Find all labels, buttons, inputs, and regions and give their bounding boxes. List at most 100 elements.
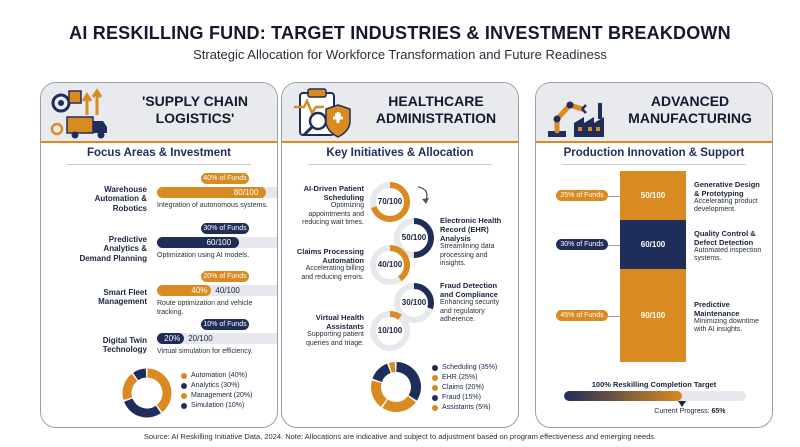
donut-slice xyxy=(147,368,172,413)
initiative-title: Fraud Detection and Compliance xyxy=(440,281,516,299)
score-bar-track xyxy=(157,237,277,248)
initiative-title: Virtual Health Assistants xyxy=(286,313,364,331)
initiative-score-ring: 50/100 xyxy=(392,216,436,260)
initiative-title-line: Electronic Health xyxy=(440,216,502,225)
segment-description-line: development. xyxy=(694,206,737,213)
score-value: 20/100 xyxy=(188,334,213,343)
legend-label: Simulation (10%) xyxy=(191,402,245,409)
initiative-title-line: Fraud Detection xyxy=(440,281,498,290)
initiative-title: Electronic Health Record (EHR) Analysis xyxy=(440,216,516,243)
segment-title-line: & Prototyping xyxy=(694,188,744,198)
segment-description: Accelerating product development. xyxy=(694,198,770,215)
divider xyxy=(562,164,746,165)
legend-swatch xyxy=(432,395,438,401)
focus-area-label-line: Management xyxy=(98,297,147,306)
legend-item: Management (20%) xyxy=(181,391,252,401)
panel-title: 'SUPPLY CHAIN LOGISTICS' xyxy=(141,93,249,126)
robot-arm-factory-icon xyxy=(548,101,604,137)
donut-legend: Scheduling (35%) EHR (25%) Claims (20%) Fra… xyxy=(432,363,497,413)
focus-area-label-line: Automation & xyxy=(94,194,147,204)
focus-area-label-line: Demand Planning xyxy=(79,253,147,263)
initiative-score: 50/100 xyxy=(401,233,427,242)
donut-slice xyxy=(122,373,138,400)
score-bar-track xyxy=(157,187,277,198)
initiative-title-line: Virtual Health xyxy=(315,313,364,322)
completion-progress-bar xyxy=(564,391,746,401)
segment-title-line: Predictive xyxy=(694,299,730,309)
current-progress: Current Progress: 65% xyxy=(654,408,726,415)
connector-line xyxy=(608,195,620,197)
stacked-segment: 60/100 xyxy=(620,220,686,269)
stacked-segment: 90/100 xyxy=(620,269,686,362)
legend-swatch xyxy=(432,405,438,411)
donut-legend: Automation (40%) Analytics (30%) Managemen… xyxy=(181,371,252,411)
initiative-title: Claims Processing Automation xyxy=(286,247,364,265)
initiative-description: Enhancing security and regulatory adherenc… xyxy=(440,299,516,325)
legend-swatch xyxy=(181,383,187,389)
initiative-description-line: reducing wait times. xyxy=(302,219,364,226)
funds-pill: 25% of Funds xyxy=(556,190,608,201)
donut-slice xyxy=(395,362,421,401)
initiative-description-line: Enhancing security xyxy=(440,299,500,306)
focus-area-label-line: Warehouse xyxy=(104,184,147,194)
initiative-title-line: Record (EHR) xyxy=(440,225,489,234)
focus-area-row: Predictive Analytics & Demand Planning 30% … xyxy=(41,223,277,267)
focus-area-description: Virtual simulation for efficiency. xyxy=(157,348,253,355)
completion-progress-fill xyxy=(564,391,683,401)
funds-pill: 20% of Funds xyxy=(201,271,249,282)
initiative-description-line: Optimizing xyxy=(330,202,364,209)
legend-label: Scheduling (35%) xyxy=(442,364,498,371)
legend-label: Fraud (15%) xyxy=(442,394,481,401)
initiative-description: Streamlining data processing and insights. xyxy=(440,243,516,269)
focus-area-label: Predictive Analytics & Demand Planning xyxy=(47,235,147,264)
header: AI RESKILLING FUND: TARGET INDUSTRIES & … xyxy=(0,22,800,63)
focus-area-label-line: Analytics & xyxy=(103,244,147,254)
allocation-donut-chart xyxy=(371,362,421,412)
connector-line xyxy=(608,315,620,317)
score-ring xyxy=(394,283,434,323)
initiative-score: 40/100 xyxy=(377,260,403,269)
score-bar-track: 20% xyxy=(157,333,277,344)
progress-marker-icon xyxy=(678,401,687,407)
logistics-icon xyxy=(50,88,107,139)
section-title: Focus Areas & Investment xyxy=(86,147,231,159)
legend-label: Analytics (30%) xyxy=(191,382,240,389)
focus-area-row: Digital Twin Technology 10% of Funds 20% 20/… xyxy=(41,319,277,363)
initiative-title-line: Analysis xyxy=(440,234,471,243)
initiative-description-line: Accelerating billing xyxy=(305,265,364,272)
initiative-description: Optimizing appointments and reducing wait … xyxy=(286,202,364,228)
initiative-description-line: processing and xyxy=(440,251,488,259)
segment-title: Quality Control & Defect Detection xyxy=(694,229,770,247)
score-bar-fill xyxy=(157,187,266,198)
funds-pill: 45% of Funds xyxy=(556,310,608,321)
focus-area-label: Smart Fleet Management xyxy=(47,288,147,307)
segment-title: Predictive Maintenance xyxy=(694,300,770,318)
score-bar-track: 40% xyxy=(157,285,277,296)
funds-pill: 10% of Funds xyxy=(201,319,249,330)
initiative-score-ring: 30/100 xyxy=(392,281,436,325)
divider xyxy=(308,164,492,165)
legend-swatch xyxy=(432,365,438,371)
focus-area-label-line: Robotics xyxy=(112,203,147,213)
score-ring-fill xyxy=(370,245,410,285)
legend-label: Claims (20%) xyxy=(442,384,485,391)
donut-slice xyxy=(388,362,396,373)
donut-slice xyxy=(133,368,147,381)
panel-supply-chain: 'SUPPLY CHAIN LOGISTICS' Focus Areas & I… xyxy=(40,82,278,428)
initiative-description: Supporting patient queries and triage. xyxy=(286,331,364,348)
score-value: 80/100 xyxy=(233,188,259,197)
focus-area-label-line: Predictive xyxy=(108,234,147,244)
score-ring xyxy=(394,218,434,258)
panel-title: ADVANCED MANUFACTURING xyxy=(628,93,752,126)
funds-pill: 40% of Funds xyxy=(201,173,249,184)
focus-area-label: Warehouse Automation & Robotics xyxy=(47,185,147,214)
panel-header: ADVANCED MANUFACTURING xyxy=(536,83,772,143)
segment-description-line: Accelerating product xyxy=(694,197,758,205)
score-bar-fill: 40% xyxy=(157,285,212,296)
legend-swatch xyxy=(432,385,438,391)
panel-title: HEALTHCARE ADMINISTRATION xyxy=(375,93,497,126)
focus-area-description: Optimization using AI models. xyxy=(157,252,250,259)
score-ring-fill xyxy=(394,218,434,258)
focus-area-label-line: Digital Twin xyxy=(102,335,147,345)
initiative-description-line: and regulatory xyxy=(440,307,485,315)
